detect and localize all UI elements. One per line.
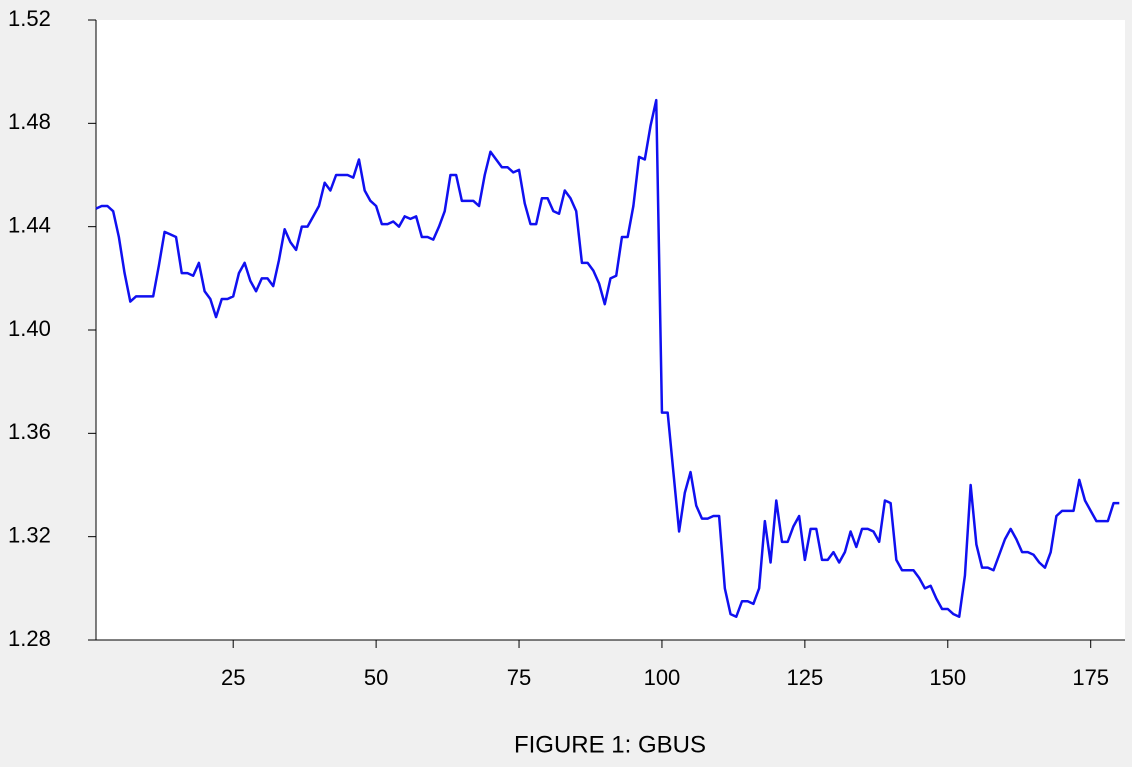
y-tick-label: 1.48: [8, 109, 51, 134]
series-line: [95, 98, 1120, 618]
plot-area: [96, 20, 1125, 640]
y-tick-label: 1.36: [8, 419, 51, 444]
y-tick-label: 1.52: [8, 6, 51, 31]
x-tick-label: 100: [644, 665, 681, 690]
x-tick-label: 75: [507, 665, 531, 690]
y-tick-label: 1.32: [8, 522, 51, 547]
x-tick-label: 175: [1072, 665, 1109, 690]
x-tick-label: 25: [221, 665, 245, 690]
y-tick-label: 1.44: [8, 212, 51, 237]
x-tick-label: 125: [787, 665, 824, 690]
x-tick-label: 50: [364, 665, 388, 690]
y-tick-label: 1.40: [8, 316, 51, 341]
x-tick-label: 150: [929, 665, 966, 690]
y-tick-label: 1.28: [8, 626, 51, 651]
chart-title: FIGURE 1: GBUS: [514, 731, 706, 758]
